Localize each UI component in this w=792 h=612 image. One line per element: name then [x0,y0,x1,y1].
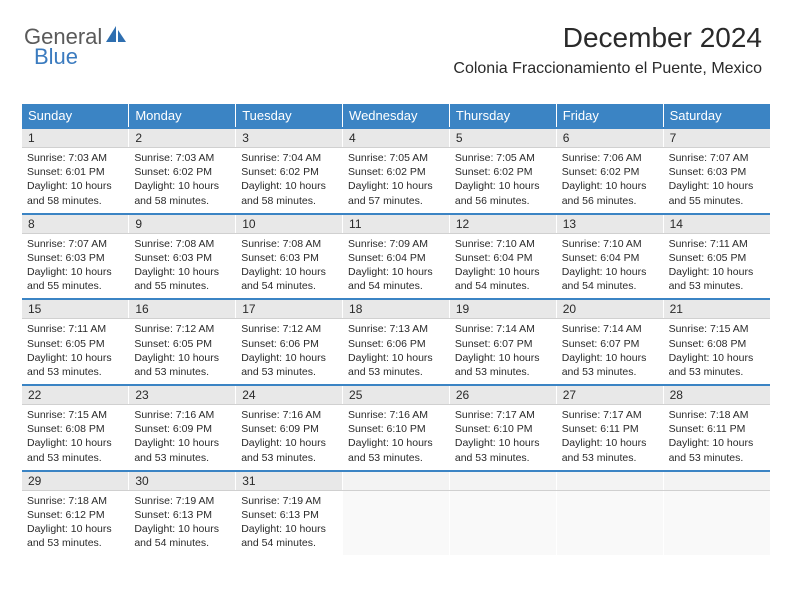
day-number: 21 [663,299,770,319]
day-cell: Sunrise: 7:05 AMSunset: 6:02 PMDaylight:… [449,148,556,214]
day-cell: Sunrise: 7:16 AMSunset: 6:10 PMDaylight:… [343,405,450,471]
calendar-table: Sunday Monday Tuesday Wednesday Thursday… [22,104,770,555]
day-header: Saturday [663,104,770,128]
day-header: Thursday [449,104,556,128]
day-number: 16 [129,299,236,319]
day-number [663,471,770,491]
day-number: 18 [343,299,450,319]
day-cell: Sunrise: 7:10 AMSunset: 6:04 PMDaylight:… [449,233,556,299]
day-cell: Sunrise: 7:19 AMSunset: 6:13 PMDaylight:… [236,490,343,555]
day-cell: Sunrise: 7:05 AMSunset: 6:02 PMDaylight:… [343,148,450,214]
location-text: Colonia Fraccionamiento el Puente, Mexic… [453,60,762,78]
day-number: 11 [343,214,450,234]
day-number: 9 [129,214,236,234]
content-row: Sunrise: 7:15 AMSunset: 6:08 PMDaylight:… [22,405,770,471]
day-cell: Sunrise: 7:03 AMSunset: 6:02 PMDaylight:… [129,148,236,214]
day-number: 4 [343,128,450,148]
day-number: 1 [22,128,129,148]
content-row: Sunrise: 7:18 AMSunset: 6:12 PMDaylight:… [22,490,770,555]
day-cell: Sunrise: 7:17 AMSunset: 6:10 PMDaylight:… [449,405,556,471]
day-cell: Sunrise: 7:13 AMSunset: 6:06 PMDaylight:… [343,319,450,385]
day-number: 12 [449,214,556,234]
day-number: 29 [22,471,129,491]
day-cell: Sunrise: 7:15 AMSunset: 6:08 PMDaylight:… [663,319,770,385]
day-cell: Sunrise: 7:09 AMSunset: 6:04 PMDaylight:… [343,233,450,299]
daynum-row: 1234567 [22,128,770,148]
day-number: 26 [449,385,556,405]
day-number: 24 [236,385,343,405]
day-cell [343,490,450,555]
logo-sail-icon [106,26,128,49]
day-cell: Sunrise: 7:18 AMSunset: 6:12 PMDaylight:… [22,490,129,555]
day-cell: Sunrise: 7:18 AMSunset: 6:11 PMDaylight:… [663,405,770,471]
day-number: 3 [236,128,343,148]
day-header: Sunday [22,104,129,128]
day-header: Wednesday [343,104,450,128]
day-cell: Sunrise: 7:07 AMSunset: 6:03 PMDaylight:… [663,148,770,214]
day-header-row: Sunday Monday Tuesday Wednesday Thursday… [22,104,770,128]
day-cell: Sunrise: 7:08 AMSunset: 6:03 PMDaylight:… [129,233,236,299]
day-number: 27 [556,385,663,405]
day-number: 10 [236,214,343,234]
day-number: 23 [129,385,236,405]
day-header: Friday [556,104,663,128]
content-row: Sunrise: 7:07 AMSunset: 6:03 PMDaylight:… [22,233,770,299]
day-number: 30 [129,471,236,491]
day-number: 7 [663,128,770,148]
day-number [449,471,556,491]
day-cell [449,490,556,555]
header: December 2024 Colonia Fraccionamiento el… [453,22,762,78]
day-cell [663,490,770,555]
day-number: 6 [556,128,663,148]
daynum-row: 293031 [22,471,770,491]
day-number: 28 [663,385,770,405]
day-cell: Sunrise: 7:12 AMSunset: 6:05 PMDaylight:… [129,319,236,385]
content-row: Sunrise: 7:03 AMSunset: 6:01 PMDaylight:… [22,148,770,214]
day-cell: Sunrise: 7:06 AMSunset: 6:02 PMDaylight:… [556,148,663,214]
day-number: 22 [22,385,129,405]
logo-text-blue-wrap: Blue [34,44,78,70]
day-number: 2 [129,128,236,148]
day-number [343,471,450,491]
day-cell: Sunrise: 7:11 AMSunset: 6:05 PMDaylight:… [663,233,770,299]
day-number: 17 [236,299,343,319]
day-cell: Sunrise: 7:08 AMSunset: 6:03 PMDaylight:… [236,233,343,299]
day-header: Tuesday [236,104,343,128]
day-number: 14 [663,214,770,234]
day-cell: Sunrise: 7:15 AMSunset: 6:08 PMDaylight:… [22,405,129,471]
day-cell: Sunrise: 7:14 AMSunset: 6:07 PMDaylight:… [556,319,663,385]
day-header: Monday [129,104,236,128]
day-cell: Sunrise: 7:16 AMSunset: 6:09 PMDaylight:… [129,405,236,471]
day-cell [556,490,663,555]
day-cell: Sunrise: 7:14 AMSunset: 6:07 PMDaylight:… [449,319,556,385]
daynum-row: 891011121314 [22,214,770,234]
day-number: 8 [22,214,129,234]
day-number [556,471,663,491]
day-cell: Sunrise: 7:17 AMSunset: 6:11 PMDaylight:… [556,405,663,471]
day-number: 25 [343,385,450,405]
daynum-row: 15161718192021 [22,299,770,319]
day-number: 31 [236,471,343,491]
day-cell: Sunrise: 7:12 AMSunset: 6:06 PMDaylight:… [236,319,343,385]
day-cell: Sunrise: 7:10 AMSunset: 6:04 PMDaylight:… [556,233,663,299]
day-number: 13 [556,214,663,234]
day-number: 19 [449,299,556,319]
day-cell: Sunrise: 7:19 AMSunset: 6:13 PMDaylight:… [129,490,236,555]
day-number: 15 [22,299,129,319]
daynum-row: 22232425262728 [22,385,770,405]
day-cell: Sunrise: 7:07 AMSunset: 6:03 PMDaylight:… [22,233,129,299]
day-number: 20 [556,299,663,319]
logo-text-blue: Blue [34,44,78,69]
day-cell: Sunrise: 7:04 AMSunset: 6:02 PMDaylight:… [236,148,343,214]
day-cell: Sunrise: 7:03 AMSunset: 6:01 PMDaylight:… [22,148,129,214]
day-cell: Sunrise: 7:11 AMSunset: 6:05 PMDaylight:… [22,319,129,385]
content-row: Sunrise: 7:11 AMSunset: 6:05 PMDaylight:… [22,319,770,385]
day-cell: Sunrise: 7:16 AMSunset: 6:09 PMDaylight:… [236,405,343,471]
page-title: December 2024 [453,22,762,54]
day-number: 5 [449,128,556,148]
